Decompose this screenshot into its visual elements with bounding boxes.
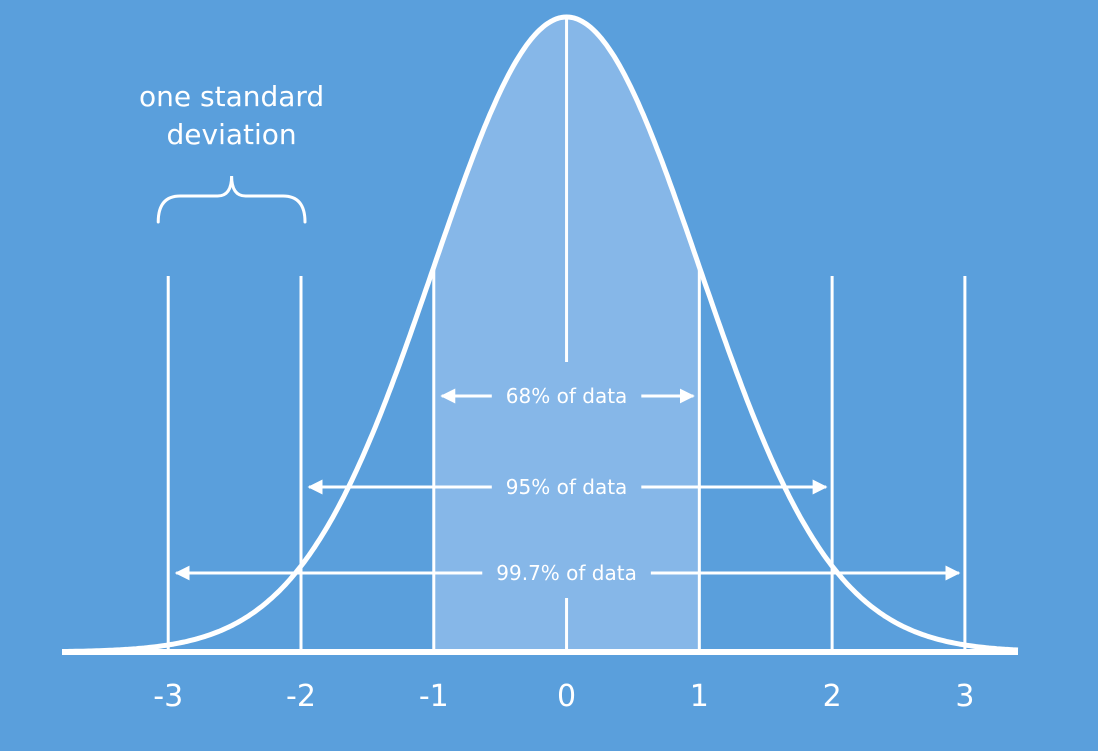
x-tick-label: -2 <box>286 679 316 714</box>
band-3: 99.7% of data <box>174 561 961 585</box>
band-label: 95% of data <box>506 475 628 499</box>
std-lines-layer <box>166 17 967 652</box>
curve-layer <box>62 14 1019 654</box>
x-tick-label: 2 <box>823 679 842 714</box>
bands-layer: 68% of data 95% of data 99.7% of data <box>174 384 961 585</box>
annotation-layer: one standard deviation <box>139 80 324 224</box>
band-2: 95% of data <box>307 475 828 499</box>
x-tick-label: 0 <box>557 679 576 714</box>
annotation-line-2: deviation <box>167 118 297 151</box>
band-label: 99.7% of data <box>496 561 637 585</box>
axis-layer: -3 -2 -1 0 1 2 3 <box>62 649 1018 714</box>
std-dev-brace <box>156 175 307 224</box>
x-tick-label: -3 <box>153 679 183 714</box>
band-label: 68% of data <box>506 384 628 408</box>
x-tick-label: 3 <box>955 679 974 714</box>
annotation-line-1: one standard <box>139 80 324 113</box>
x-tick-label: -1 <box>419 679 449 714</box>
band-1: 68% of data <box>440 384 695 408</box>
bell-curve <box>62 14 1019 654</box>
x-tick-label: 1 <box>690 679 709 714</box>
